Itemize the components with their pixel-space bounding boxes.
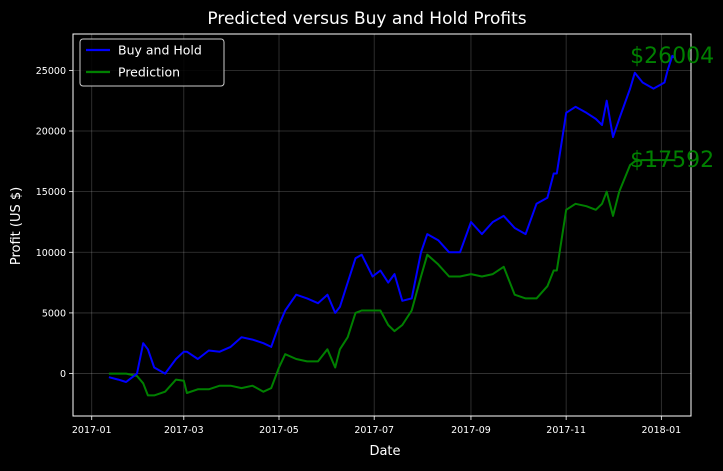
x-tick-label-3: 2017-07 [354,425,394,436]
annotations: $26004 $17592 [630,44,714,173]
legend: Buy and Hold Prediction [79,38,225,87]
legend-label-0: Buy and Hold [118,43,202,58]
series-line-prediction [108,159,676,397]
y-tick-label-4: 20000 [36,127,66,138]
plot-frame [72,33,692,417]
legend-label-1: Prediction [118,65,180,80]
x-tick-label-1: 2017-03 [164,425,204,436]
series-lines [108,54,677,397]
legend-box [79,38,225,87]
y-axis-label: Profit (US $) [9,187,24,265]
series-line-buy-and-hold [108,54,677,383]
chart-title: Predicted versus Buy and Hold Profits [207,9,526,29]
grid [73,34,691,416]
x-tick-label-5: 2017-11 [546,425,586,436]
annotation-label-0: $26004 [630,44,714,69]
x-axis-label: Date [369,444,400,459]
y-tick-label-5: 25000 [36,66,66,77]
axes [69,33,692,420]
x-tick-label-0: 2017-01 [72,425,112,436]
x-tick-label-4: 2017-09 [451,425,491,436]
annotation-label-1: $17592 [630,148,714,173]
y-tick-label-1: 5000 [42,308,66,319]
x-tick-label-2: 2017-05 [259,425,299,436]
y-tick-label-0: 0 [60,369,66,380]
y-tick-label-3: 15000 [36,187,66,198]
x-tick-label-6: 2018-01 [641,425,681,436]
tick-labels: 2017-01 2017-03 2017-05 2017-07 2017-09 2017-… [36,66,681,436]
y-tick-label-2: 10000 [36,248,66,259]
